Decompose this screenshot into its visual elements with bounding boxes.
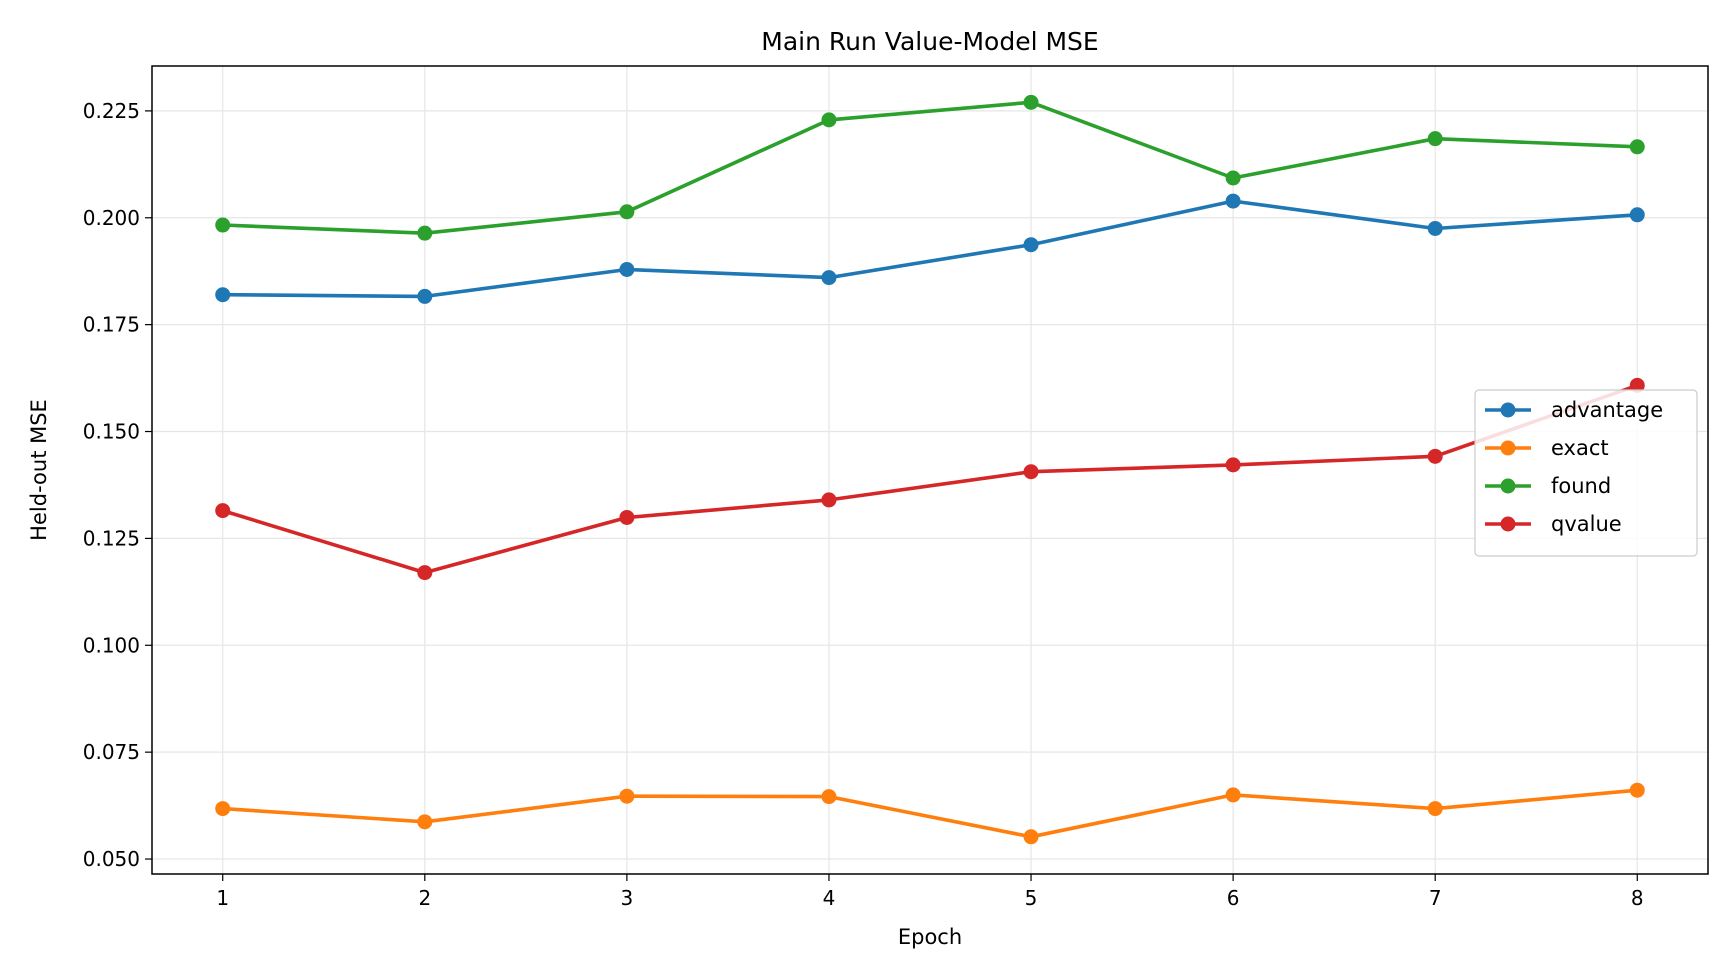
y-axis-title: Held-out MSE [27,399,51,541]
series-qvalue [215,377,1645,581]
data-point-exact [215,801,231,817]
series-exact [215,782,1645,845]
legend-swatch-marker [1500,402,1516,418]
data-point-advantage [821,270,837,286]
data-point-qvalue [417,565,433,581]
x-tick-label: 5 [1025,886,1038,910]
plot-frame [151,65,1709,875]
data-point-qvalue [1023,464,1039,480]
y-tick-label: 0.100 [83,633,140,657]
data-point-advantage [1629,207,1645,223]
x-tick-label: 4 [823,886,836,910]
data-point-advantage [1427,220,1443,236]
legend-label: exact [1551,436,1609,460]
series-line-advantage [220,199,1640,299]
legend-item-advantage: advantage [1485,398,1663,422]
data-point-exact [417,814,433,830]
x-axis-title: Epoch [898,925,962,949]
x-tick-label: 2 [418,886,431,910]
series-layer [215,94,1645,845]
y-tick-label: 0.125 [83,526,140,550]
x-tick-label: 7 [1429,886,1442,910]
data-point-advantage [1023,237,1039,253]
data-point-advantage [1225,193,1241,209]
legend-item-found: found [1485,474,1611,498]
legend-label: advantage [1551,398,1663,422]
legend-item-qvalue: qvalue [1485,512,1622,536]
data-point-qvalue [619,509,635,525]
data-point-exact [1225,787,1241,803]
series-advantage [215,193,1645,304]
legend-swatch-marker [1500,440,1516,456]
chart-title: Main Run Value-Model MSE [761,27,1098,56]
data-point-found [821,112,837,128]
legend-label: qvalue [1551,512,1622,536]
data-point-exact [619,788,635,804]
series-line-exact [220,788,1640,839]
data-point-qvalue [821,492,837,508]
data-point-found [1225,170,1241,186]
data-point-qvalue [1225,457,1241,473]
y-tick-label: 0.050 [83,847,140,871]
y-tick-label: 0.200 [83,206,140,230]
x-tick-label: 3 [621,886,634,910]
data-point-exact [1427,801,1443,817]
x-tick-label: 6 [1227,886,1240,910]
legend-item-exact: exact [1485,436,1609,460]
legend-box [1474,389,1698,557]
y-tick-label: 0.075 [83,740,140,764]
y-tick-label: 0.175 [83,313,140,337]
data-point-found [1629,139,1645,155]
legend-swatch-marker [1500,516,1516,532]
y-tick-label: 0.225 [83,99,140,123]
y-tick-label: 0.150 [83,420,140,444]
data-point-advantage [417,288,433,304]
data-point-qvalue [1629,377,1645,393]
data-point-found [417,225,433,241]
data-point-qvalue [1427,448,1443,464]
data-point-advantage [619,261,635,277]
series-line-found [220,100,1640,235]
data-point-exact [821,789,837,805]
data-point-found [1023,94,1039,110]
x-tick-label: 8 [1631,886,1644,910]
data-point-exact [1023,829,1039,845]
x-tick-label: 1 [216,886,229,910]
series-line-qvalue [220,383,1640,575]
data-point-found [215,217,231,233]
data-point-found [1427,131,1443,147]
data-point-exact [1629,782,1645,798]
data-point-advantage [215,287,231,303]
data-point-found [619,204,635,220]
data-point-qvalue [215,503,231,519]
legend-label: found [1551,474,1611,498]
legend: advantage exact found qvalue [1474,389,1698,557]
tick-layer: 1 2 3 4 5 6 7 8 0.050 0.075 0.100 0.125 0.150 0.175 0.… [83,99,1644,910]
legend-swatch-marker [1500,478,1516,494]
series-found [215,94,1645,241]
